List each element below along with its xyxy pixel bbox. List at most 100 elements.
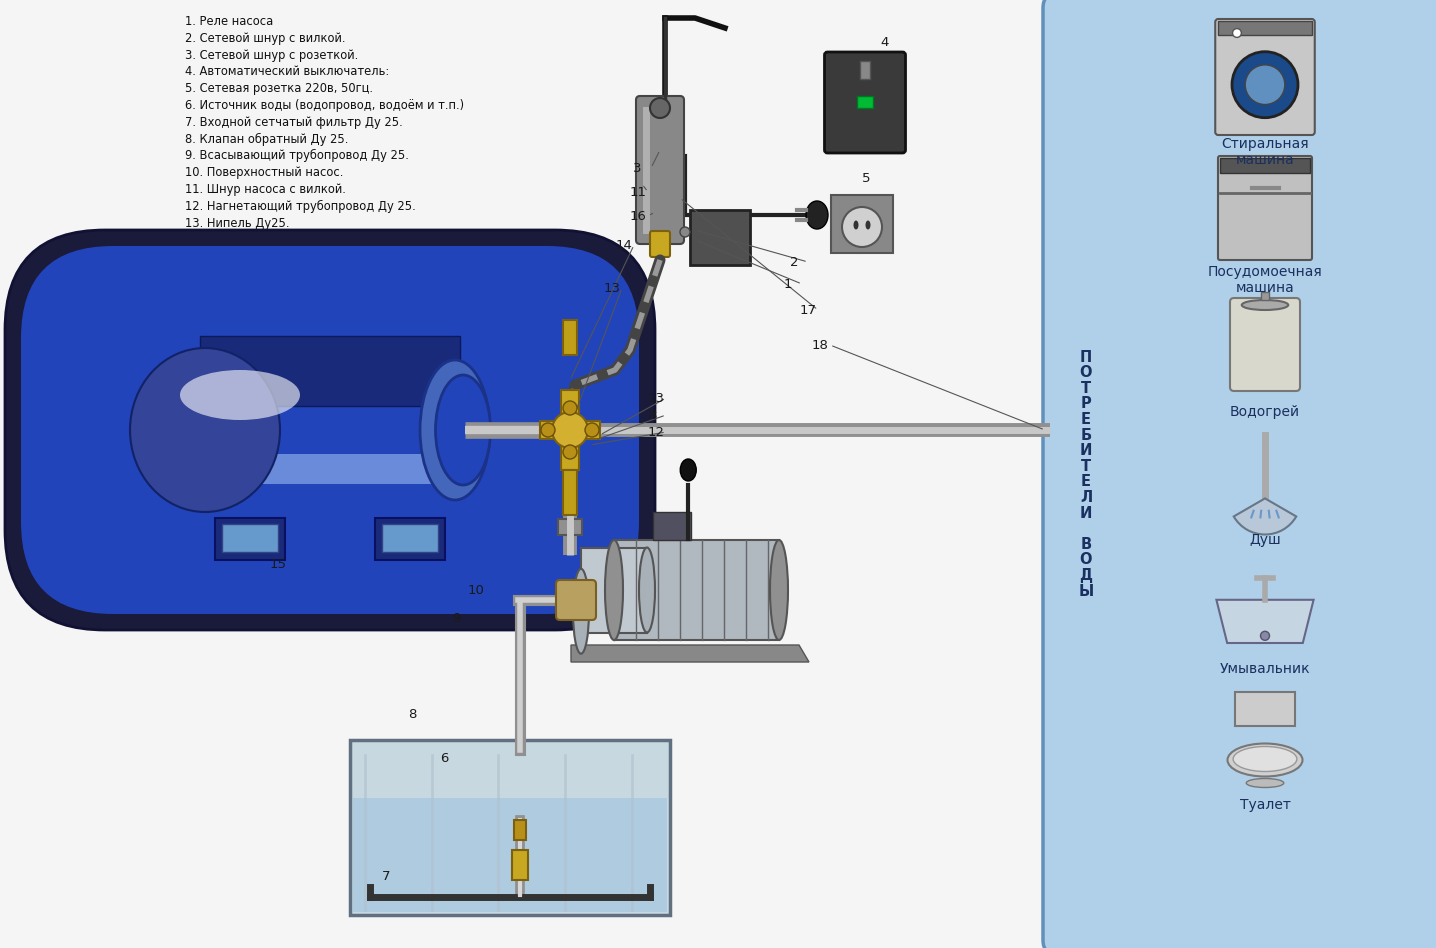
Circle shape bbox=[841, 207, 882, 247]
Text: 2. Сетевой шнур с вилкой.: 2. Сетевой шнур с вилкой. bbox=[185, 32, 346, 45]
Ellipse shape bbox=[180, 370, 300, 420]
Ellipse shape bbox=[853, 221, 859, 229]
Text: 6: 6 bbox=[439, 752, 448, 764]
FancyBboxPatch shape bbox=[4, 230, 655, 630]
Text: 10. Поверхностный насос.: 10. Поверхностный насос. bbox=[185, 166, 343, 179]
Bar bbox=[559, 519, 582, 535]
Ellipse shape bbox=[1234, 746, 1297, 772]
Ellipse shape bbox=[681, 459, 696, 481]
Text: 15: 15 bbox=[270, 558, 287, 572]
Text: Водогрей: Водогрей bbox=[1231, 405, 1300, 419]
Text: 11. Шнур насоса с вилкой.: 11. Шнур насоса с вилкой. bbox=[185, 183, 346, 196]
Bar bbox=[615, 540, 778, 640]
Ellipse shape bbox=[770, 540, 788, 640]
Text: Туалет: Туалет bbox=[1239, 798, 1291, 812]
Text: 14: 14 bbox=[616, 239, 633, 251]
Circle shape bbox=[1245, 64, 1285, 104]
Text: Посудомоечная
машина: Посудомоечная машина bbox=[1208, 265, 1323, 295]
Ellipse shape bbox=[573, 569, 589, 654]
Circle shape bbox=[651, 98, 671, 118]
Bar bbox=[205, 356, 455, 406]
Bar bbox=[561, 390, 579, 470]
Text: 17: 17 bbox=[800, 303, 817, 317]
Text: 2: 2 bbox=[790, 256, 798, 268]
Bar bbox=[1235, 692, 1295, 726]
FancyBboxPatch shape bbox=[1231, 298, 1300, 391]
FancyBboxPatch shape bbox=[556, 580, 596, 620]
FancyBboxPatch shape bbox=[22, 246, 639, 614]
Ellipse shape bbox=[1228, 743, 1302, 776]
FancyBboxPatch shape bbox=[1218, 156, 1313, 260]
Text: 4: 4 bbox=[880, 35, 889, 48]
Bar bbox=[350, 740, 671, 915]
Polygon shape bbox=[1216, 600, 1314, 643]
Text: 4. Автоматический выключатель:: 4. Автоматический выключатель: bbox=[185, 65, 389, 79]
FancyBboxPatch shape bbox=[1215, 19, 1315, 135]
Ellipse shape bbox=[806, 201, 829, 229]
Circle shape bbox=[563, 401, 577, 415]
FancyBboxPatch shape bbox=[1043, 0, 1436, 948]
Text: 16. Нипель переходной Ду25 / Ду 15.: 16. Нипель переходной Ду25 / Ду 15. bbox=[185, 267, 411, 280]
Bar bbox=[857, 96, 873, 107]
Text: 1. Реле насоса: 1. Реле насоса bbox=[185, 15, 273, 28]
Text: 3: 3 bbox=[633, 161, 642, 174]
Text: 6. Источник воды (водопровод, водоём и т.п.): 6. Источник воды (водопровод, водоём и т… bbox=[185, 99, 464, 112]
Text: 18. Трубопровод к потребителям воды.: 18. Трубопровод к потребителям воды. bbox=[185, 301, 425, 314]
Bar bbox=[375, 518, 445, 560]
Text: 11: 11 bbox=[630, 186, 648, 198]
Circle shape bbox=[1261, 631, 1269, 640]
Bar bbox=[1261, 292, 1269, 300]
Text: Стиральная
машина: Стиральная машина bbox=[1221, 137, 1308, 167]
Ellipse shape bbox=[1246, 778, 1284, 788]
Bar bbox=[582, 548, 648, 632]
Bar bbox=[1218, 21, 1311, 35]
Ellipse shape bbox=[639, 548, 655, 632]
Bar bbox=[223, 524, 279, 552]
Text: 7. Входной сетчатый фильтр Ду 25.: 7. Входной сетчатый фильтр Ду 25. bbox=[185, 116, 402, 129]
Text: П
О
Т
Р
Е
Б
И
Т
Е
Л
И

В
О
Д
Ы: П О Т Р Е Б И Т Е Л И В О Д Ы bbox=[1078, 350, 1094, 598]
Text: 9. Всасывающий трубопровод Ду 25.: 9. Всасывающий трубопровод Ду 25. bbox=[185, 150, 409, 162]
Bar bbox=[860, 61, 870, 79]
Bar bbox=[831, 195, 893, 253]
Text: 5. Сетевая розетка 220в, 50гц.: 5. Сетевая розетка 220в, 50гц. bbox=[185, 82, 373, 95]
Bar bbox=[215, 454, 445, 484]
Text: 8: 8 bbox=[408, 708, 416, 721]
Text: 18: 18 bbox=[811, 338, 829, 352]
Bar bbox=[653, 512, 691, 540]
Circle shape bbox=[551, 412, 587, 448]
Text: 16: 16 bbox=[630, 210, 646, 223]
Ellipse shape bbox=[419, 360, 490, 500]
Bar bbox=[514, 820, 526, 840]
Bar bbox=[563, 470, 577, 515]
Text: Душ: Душ bbox=[1249, 533, 1281, 547]
Text: 10: 10 bbox=[468, 584, 485, 596]
Text: 14. Крестовина Ду25.: 14. Крестовина Ду25. bbox=[185, 233, 316, 246]
Circle shape bbox=[563, 445, 577, 459]
Ellipse shape bbox=[866, 221, 870, 229]
Ellipse shape bbox=[605, 540, 623, 640]
Text: 17. Подводка гибкая Ду 15.: 17. Подводка гибкая Ду 15. bbox=[185, 283, 353, 297]
Text: 12. Нагнетающий трубопровод Ду 25.: 12. Нагнетающий трубопровод Ду 25. bbox=[185, 200, 416, 213]
Bar bbox=[563, 320, 577, 355]
Bar bbox=[513, 850, 528, 880]
Bar bbox=[353, 798, 666, 912]
Bar bbox=[215, 518, 284, 560]
Text: 13: 13 bbox=[605, 282, 620, 295]
Bar bbox=[200, 336, 460, 406]
Text: 5: 5 bbox=[862, 172, 870, 185]
Text: 9: 9 bbox=[452, 611, 461, 625]
Ellipse shape bbox=[131, 348, 280, 512]
Ellipse shape bbox=[1242, 300, 1288, 310]
Text: 3. Сетевой шнур с розеткой.: 3. Сетевой шнур с розеткой. bbox=[185, 48, 358, 62]
Circle shape bbox=[681, 227, 691, 237]
Ellipse shape bbox=[435, 375, 491, 485]
Circle shape bbox=[584, 423, 599, 437]
FancyBboxPatch shape bbox=[824, 52, 906, 153]
Text: 7: 7 bbox=[382, 869, 391, 883]
Bar bbox=[691, 210, 750, 265]
FancyBboxPatch shape bbox=[636, 96, 684, 244]
Text: Умывальник: Умывальник bbox=[1219, 662, 1310, 676]
Polygon shape bbox=[572, 645, 808, 662]
Bar bbox=[1221, 158, 1310, 173]
Bar bbox=[540, 421, 600, 439]
